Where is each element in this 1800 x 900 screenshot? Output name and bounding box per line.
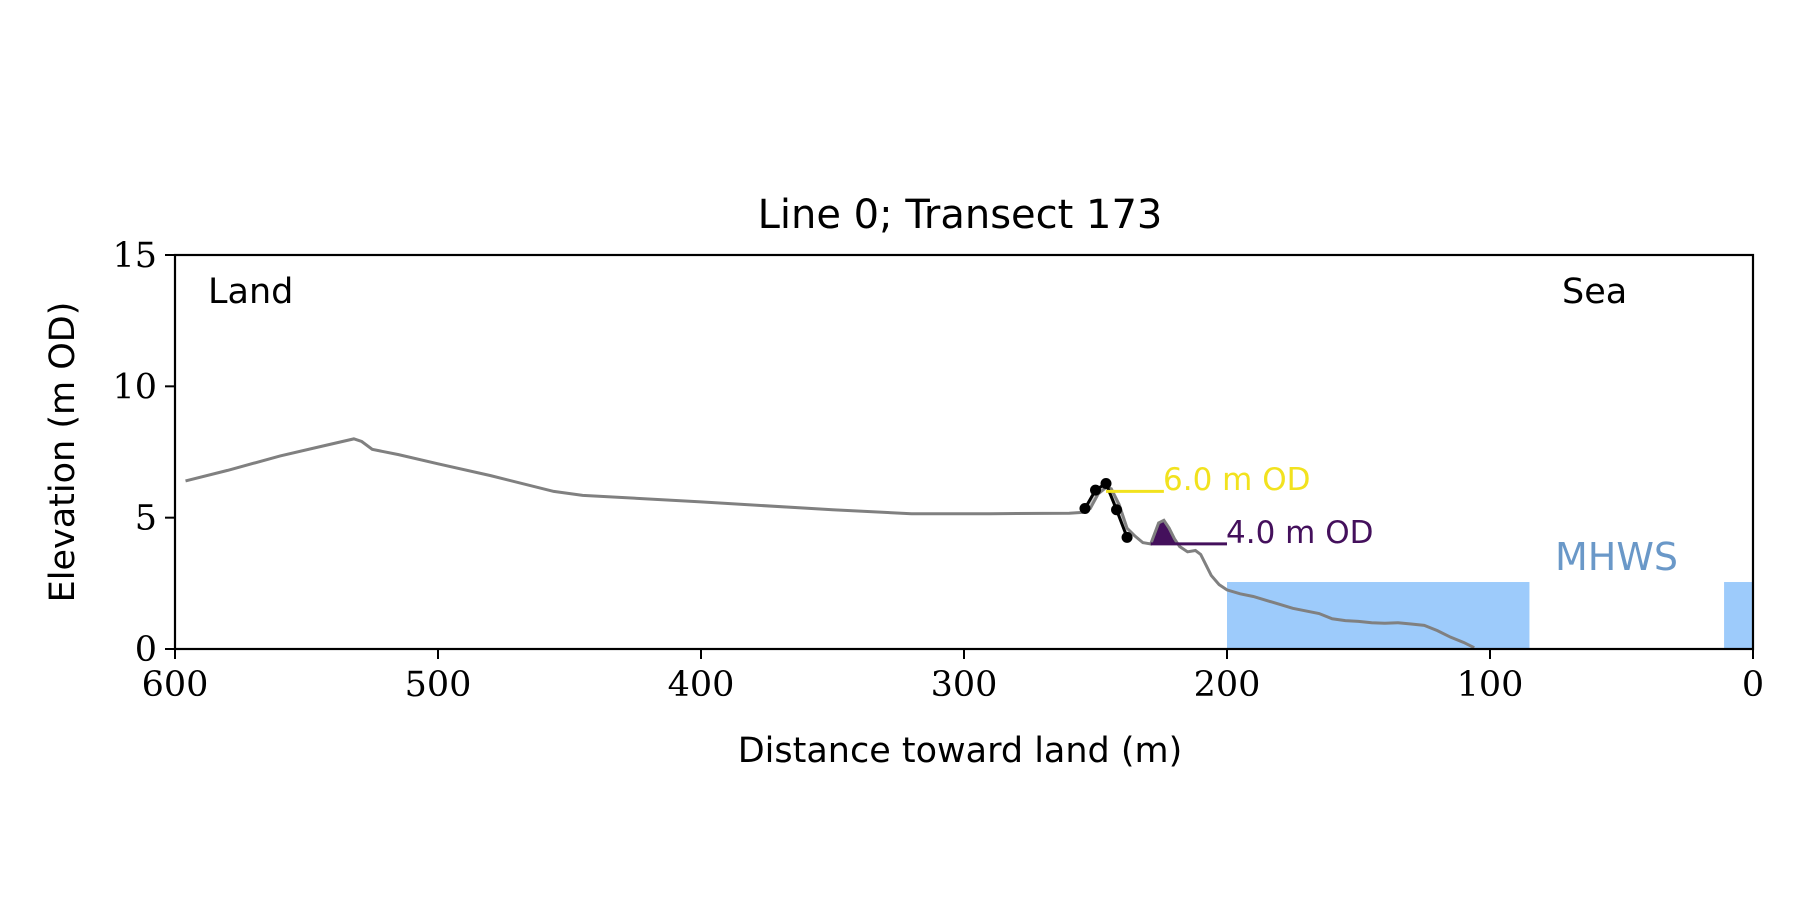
- cliff-point-1: [1090, 484, 1101, 496]
- mhws-label: MHWS: [1555, 535, 1678, 579]
- high-level-label: 6.0 m OD: [1163, 462, 1310, 498]
- low-level-label: 4.0 m OD: [1226, 515, 1373, 551]
- low-level-fill: [1150, 520, 1176, 544]
- profile-line: [185, 437, 1475, 650]
- x-tick-label-200: 200: [1194, 665, 1261, 705]
- cliff-point-2: [1100, 478, 1112, 490]
- x-tick-label-100: 100: [1457, 665, 1524, 705]
- x-tick-label-500: 500: [405, 665, 472, 705]
- x-tick-label-0: 0: [1742, 665, 1764, 705]
- cliff-point-0: [1079, 502, 1091, 514]
- water-fill-0: [1227, 582, 1530, 649]
- chart-title: Line 0; Transect 173: [758, 192, 1163, 238]
- water-layer: [1227, 582, 1753, 649]
- tick-layer: 600 500 400 300 200 100 0 0 5 10 15: [112, 236, 1764, 705]
- water-fill-1: [1724, 582, 1753, 649]
- level-layer: [1106, 489, 1227, 546]
- cliff-point-4: [1121, 531, 1133, 543]
- x-tick-label-600: 600: [142, 665, 209, 705]
- y-tick-label-5: 5: [135, 499, 157, 539]
- x-tick-label-300: 300: [931, 665, 998, 705]
- land-label: Land: [208, 272, 293, 312]
- y-tick-label-0: 0: [135, 630, 157, 670]
- y-tick-label-10: 10: [112, 367, 157, 407]
- x-axis-label: Distance toward land (m): [738, 731, 1183, 771]
- x-tick-label-400: 400: [668, 665, 735, 705]
- y-tick-label-15: 15: [112, 236, 157, 276]
- cliff-point-3: [1111, 504, 1123, 516]
- sea-label: Sea: [1562, 272, 1627, 312]
- series-layer: [185, 437, 1475, 650]
- y-axis-label: Elevation (m OD): [43, 302, 83, 603]
